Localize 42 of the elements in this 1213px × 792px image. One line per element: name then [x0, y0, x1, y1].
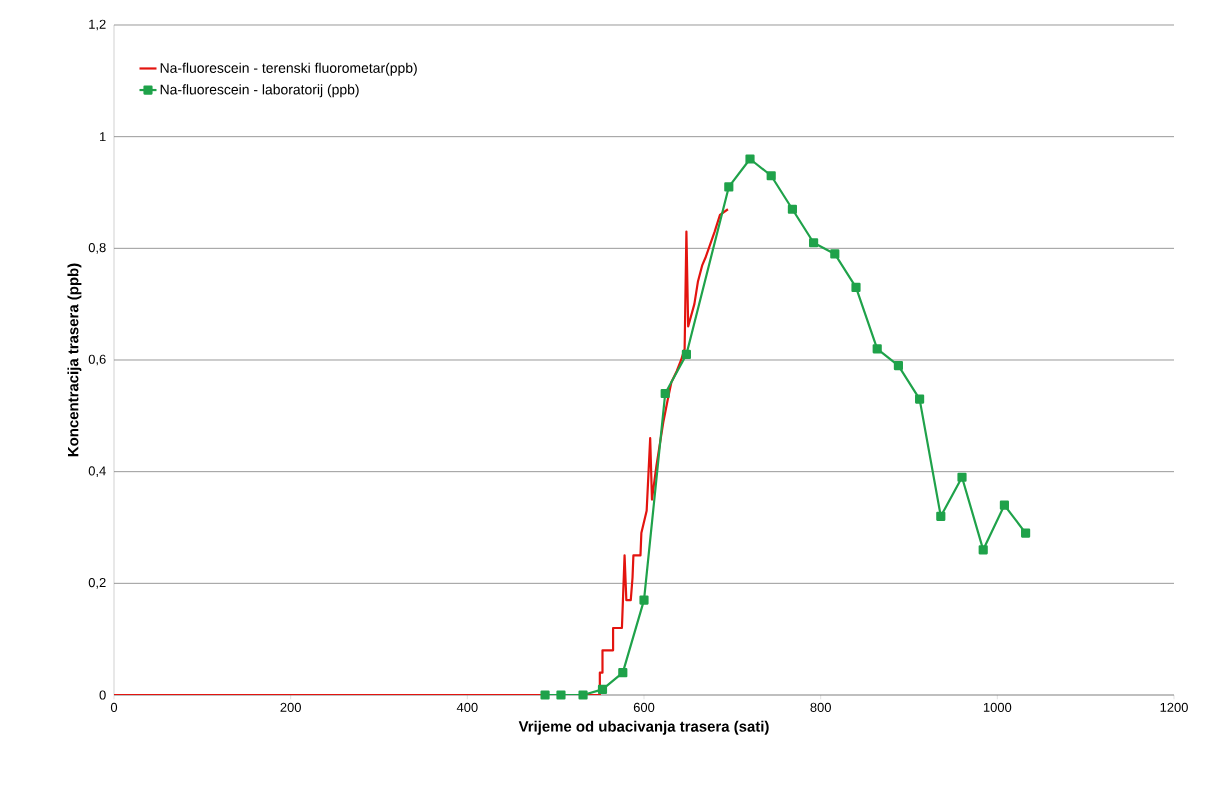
- y-tick-label: 0,2: [88, 577, 106, 589]
- y-tick-label: 0,8: [88, 242, 106, 254]
- point: [660, 388, 670, 399]
- point: [745, 154, 755, 164]
- line-series: [114, 208, 730, 695]
- point: [978, 545, 988, 555]
- legend-label: Na-fluorescein - laboratorij (ppb): [160, 84, 359, 98]
- x-tick-label: 1200: [1160, 702, 1188, 712]
- point: [851, 282, 861, 292]
- point: [893, 360, 903, 371]
- point: [556, 690, 566, 700]
- point: [957, 472, 967, 482]
- point: [681, 349, 691, 359]
- x-tick-label: 0: [110, 702, 118, 712]
- point: [597, 684, 608, 694]
- point: [639, 595, 649, 605]
- point: [830, 249, 840, 259]
- point: [766, 171, 776, 181]
- x-axis-title: Vrijeme od ubacivanja trasera (sati): [518, 720, 769, 735]
- y-tick-label: 1: [100, 132, 106, 142]
- y-tick-label: 0,4: [88, 466, 106, 478]
- legend-label: Na-fluorescein - terenski fluorometar(ppb): [160, 62, 417, 76]
- point: [936, 511, 946, 521]
- point: [1021, 528, 1031, 538]
- y-axis-title: Koncentracija trasera (ppb): [67, 263, 82, 457]
- y-tick-label: 0: [99, 690, 106, 700]
- point: [578, 690, 588, 700]
- x-tick-label: 200: [280, 702, 301, 712]
- y-tick-label: 0,6: [88, 354, 106, 366]
- point: [809, 238, 819, 248]
- x-tick-label: 1000: [983, 702, 1012, 712]
- point: [540, 690, 550, 700]
- point: [724, 182, 734, 192]
- point: [872, 344, 882, 354]
- point: [787, 204, 797, 214]
- x-tick-label: 800: [810, 702, 831, 712]
- y-tick-label: 1,2: [89, 19, 106, 31]
- x-tick-label: 600: [633, 702, 655, 712]
- point: [618, 668, 628, 678]
- point: [915, 394, 925, 404]
- x-tick-label: 400: [456, 702, 478, 712]
- point: [999, 500, 1009, 510]
